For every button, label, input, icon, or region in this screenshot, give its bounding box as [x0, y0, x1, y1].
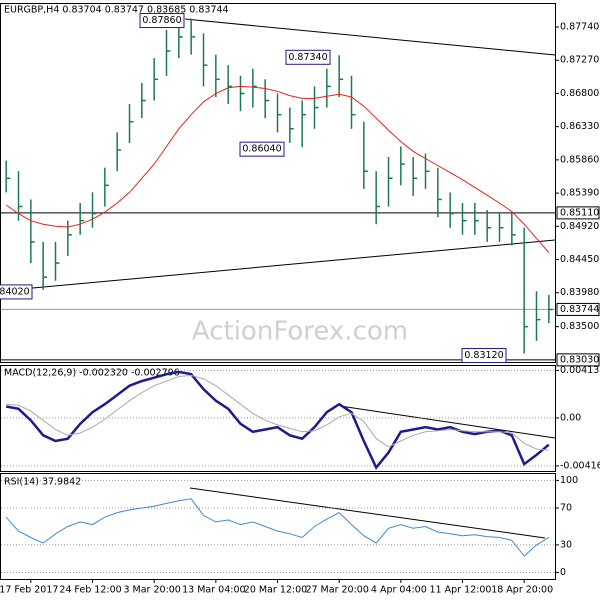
indicator-line [5, 498, 550, 557]
x-tick-label: 27 Mar 20:00 [305, 585, 368, 596]
trend-line [339, 405, 556, 439]
x-tick-label: 4 Apr 04:00 [371, 585, 427, 596]
x-tick-label: 20 Mar 12:00 [244, 585, 307, 596]
annotation-label: 0.87340 [288, 52, 327, 63]
level-label: 0.83744 [560, 304, 599, 315]
trend-line [0, 239, 556, 292]
level-label-box [556, 302, 600, 316]
x-tick-label: 24 Feb 12:00 [59, 585, 121, 596]
x-tick-label: 11 Apr 12:00 [430, 585, 492, 596]
level-label-box [556, 206, 600, 220]
level-label: 0.85110 [560, 207, 599, 218]
y-tick-label: 0.87740 [560, 22, 599, 33]
trend-line [184, 18, 556, 56]
y-tick-label: 0.86330 [560, 121, 599, 132]
y-tick-label: 0 [560, 567, 566, 578]
y-tick-label: -0.004162 [560, 460, 600, 471]
annotation-label: 0.86040 [242, 144, 281, 155]
annotation-box [139, 13, 185, 29]
x-tick-label: 17 Feb 2017 [0, 585, 58, 596]
y-tick-label: 0.83980 [560, 287, 599, 298]
level-label-box [556, 353, 600, 367]
y-tick-label: 0.83500 [560, 321, 599, 332]
annotation-label: 0.84020 [0, 286, 30, 297]
y-tick-label: 0.004131 [560, 365, 600, 376]
x-tick-label: 18 Apr 20:00 [491, 585, 553, 596]
annotation-box [0, 284, 33, 300]
annotation-box [239, 141, 285, 157]
watermark: ActionForex.com [192, 317, 408, 347]
y-tick-label: 100 [560, 475, 578, 486]
indicator-line [6, 374, 549, 451]
y-tick-label: 30 [560, 539, 572, 550]
y-tick-label: 0.00 [560, 413, 581, 424]
moving-average [5, 85, 550, 253]
y-tick-label: 0.84450 [560, 254, 599, 265]
rsi-panel [0, 473, 556, 580]
trend-line [189, 487, 546, 539]
y-tick-label: 0.86800 [560, 88, 599, 99]
rsi-header: RSI(14) 37.9842 [4, 477, 81, 488]
y-tick-label: 70 [560, 503, 572, 514]
indicator-line [5, 370, 550, 470]
macd-header: MACD(12,26,9) -0.002320 -0.002796 [4, 368, 180, 379]
y-tick-label: 0.85390 [560, 188, 599, 199]
y-tick-label: 0.84920 [560, 221, 599, 232]
x-tick-label: 3 Mar 20:00 [123, 585, 180, 596]
x-tick-label: 13 Mar 04:00 [182, 585, 245, 596]
level-label: 0.83030 [560, 354, 599, 365]
annotation-label: 0.87860 [142, 15, 181, 26]
annotation-label: 0.83120 [464, 350, 503, 361]
y-tick-label: 0.87270 [560, 55, 599, 66]
annotation-box [461, 348, 507, 364]
y-tick-label: 0.85860 [560, 154, 599, 165]
annotation-box [285, 49, 331, 65]
price-panel [0, 3, 556, 363]
price-header: EURGBP,H4 0.83704 0.83747 0.83685 0.8374… [4, 5, 229, 16]
